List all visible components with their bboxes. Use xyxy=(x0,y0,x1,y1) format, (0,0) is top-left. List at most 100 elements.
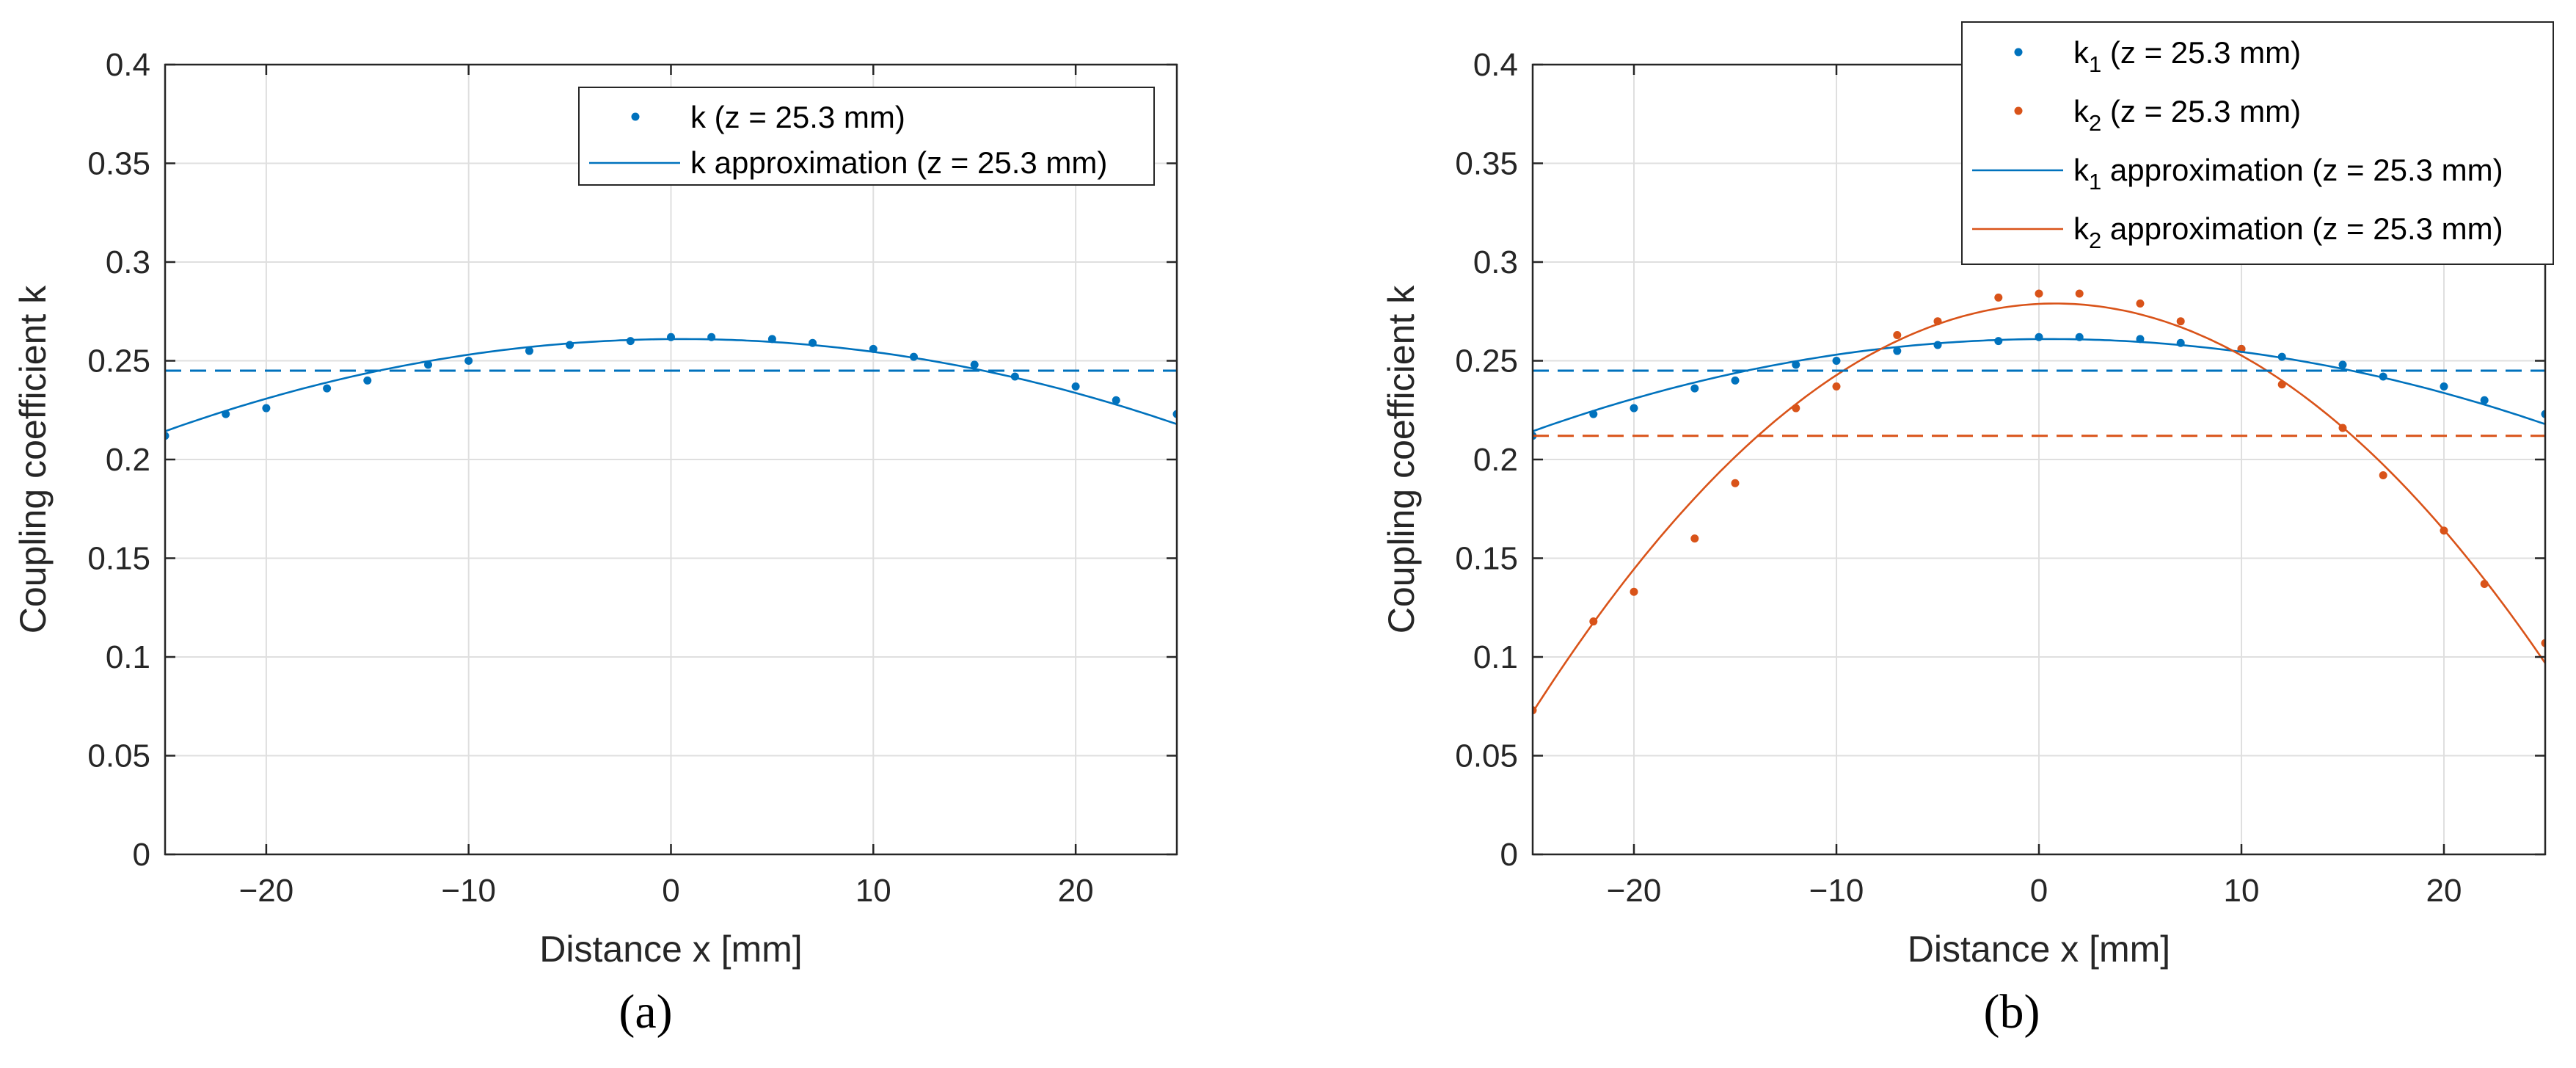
legend-marker xyxy=(2014,106,2023,115)
y-tick-label: 0.4 xyxy=(106,47,150,83)
data-point xyxy=(1994,337,2003,346)
x-tick-label: 20 xyxy=(2426,873,2462,909)
y-tick-label: 0.3 xyxy=(106,244,150,280)
x-tick-label: −10 xyxy=(441,873,496,909)
x-tick-label: 0 xyxy=(2030,873,2048,909)
data-point xyxy=(262,404,271,413)
data-point xyxy=(1690,384,1699,393)
data-point xyxy=(1731,376,1740,385)
data-point xyxy=(424,360,433,369)
data-point xyxy=(1630,404,1638,413)
legend-label-rest: (z = 25.3 mm) xyxy=(2101,35,2301,70)
x-tick-label: 10 xyxy=(2224,873,2260,909)
y-tick-label: 0.25 xyxy=(1455,344,1518,379)
x-tick-label: 10 xyxy=(855,873,891,909)
data-point xyxy=(1832,382,1841,390)
data-point xyxy=(1071,382,1080,390)
y-tick-label: 0.1 xyxy=(1473,639,1518,675)
legend-label: k (z = 25.3 mm) xyxy=(690,100,905,134)
legend-entry: k2 (z = 25.3 mm) xyxy=(2014,94,2301,136)
data-point xyxy=(626,337,635,346)
data-point xyxy=(970,360,979,369)
data-point xyxy=(2075,289,2084,298)
legend-marker xyxy=(2014,48,2023,57)
legend-label: k1 (z = 25.3 mm) xyxy=(2073,35,2301,77)
y-tick-label: 0.35 xyxy=(1455,146,1518,182)
legend-label: k2 (z = 25.3 mm) xyxy=(2073,94,2301,136)
x-axis-title: Distance x [mm] xyxy=(539,929,802,970)
y-tick-label: 0.2 xyxy=(1473,442,1518,478)
data-point xyxy=(1172,410,1177,418)
legend: k (z = 25.3 mm) k approximation (z = 25.3… xyxy=(578,87,1155,186)
x-tick-label: 20 xyxy=(1058,873,1094,909)
legend-label: k2 approximation (z = 25.3 mm) xyxy=(2073,211,2503,253)
y-tick-label: 0.15 xyxy=(87,541,150,577)
legend-box xyxy=(1961,21,2554,265)
data-point xyxy=(1792,360,1800,369)
legend-label-subscript: 1 xyxy=(2089,51,2101,77)
approximation-line xyxy=(165,338,1177,432)
y-tick-label: 0.3 xyxy=(1473,244,1518,280)
data-point xyxy=(1112,396,1120,404)
data-point xyxy=(2136,299,2145,308)
legend-label-main: k xyxy=(2073,153,2090,187)
legend-label-main: k xyxy=(2073,35,2090,70)
y-tick-label: 0.4 xyxy=(1473,47,1518,83)
data-point xyxy=(2541,639,2545,647)
data-layer xyxy=(1533,289,2545,715)
data-point xyxy=(464,357,473,365)
data-point xyxy=(1994,293,2003,302)
legend-entry: k (z = 25.3 mm) xyxy=(631,100,905,134)
y-tick-label: 0.25 xyxy=(87,344,150,379)
data-layer xyxy=(165,333,1177,440)
data-point xyxy=(2541,410,2545,418)
y-axis-title: Coupling coefficient k xyxy=(1381,285,1422,633)
y-tick-label: 0.15 xyxy=(1455,541,1518,577)
data-point xyxy=(165,432,169,440)
data-point xyxy=(566,341,574,349)
ticks: −20 −10 0 10 20 0 0.05 0.1 0.15 0.2 0.25 0.3 0.35 0.4 xyxy=(1455,47,2545,909)
data-point xyxy=(363,376,372,385)
panel-b: −20 −10 0 10 20 0 0.05 0.1 0.15 0.2 0.25 0.3 0.35 0.4… xyxy=(1381,21,2554,1039)
data-point xyxy=(1690,534,1699,543)
data-point xyxy=(2176,317,2185,326)
legend-box xyxy=(578,87,1155,186)
data-point xyxy=(1731,479,1740,487)
data-point xyxy=(2480,396,2489,404)
data-point xyxy=(1630,587,1638,596)
legend-label-main: k xyxy=(2073,94,2090,128)
legend-label: k1 approximation (z = 25.3 mm) xyxy=(2073,153,2503,195)
data-point xyxy=(323,384,332,393)
data-point xyxy=(1933,341,1942,349)
ticks: −20 −10 0 10 20 0 0.05 0.1 0.15 0.2 0.25 0.3 0.35 0.4 xyxy=(87,47,1177,909)
y-tick-label: 0 xyxy=(133,837,150,873)
data-point xyxy=(2440,382,2448,390)
legend-entry: k approximation (z = 25.3 mm) xyxy=(589,145,1107,180)
legend-entry: k2 approximation (z = 25.3 mm) xyxy=(1972,211,2503,253)
legend-marker xyxy=(631,112,640,121)
approximation-line xyxy=(1533,302,2545,713)
data-point xyxy=(2338,360,2347,369)
x-tick-label: −20 xyxy=(239,873,294,909)
legend-label: k approximation (z = 25.3 mm) xyxy=(690,145,1107,180)
x-tick-label: −20 xyxy=(1607,873,1662,909)
panel-caption: (b) xyxy=(1984,985,2040,1039)
panel-a: −20 −10 0 10 20 0 0.05 0.1 0.15 0.2 0.25 0.3 0.35 0.4… xyxy=(12,47,1178,1039)
y-axis-title: Coupling coefficient k xyxy=(12,285,54,633)
panel-caption: (a) xyxy=(619,985,672,1039)
legend-label-rest: approximation (z = 25.3 mm) xyxy=(2101,153,2503,187)
legend: k1 (z = 25.3 mm)k2 (z = 25.3 mm)k1 appro… xyxy=(1961,21,2554,265)
legend-label-subscript: 1 xyxy=(2089,169,2101,195)
data-point xyxy=(525,346,533,355)
legend-label-main: k xyxy=(2073,211,2090,246)
legend-label-subscript: 2 xyxy=(2089,228,2101,253)
data-point xyxy=(1893,331,1902,340)
data-point xyxy=(1832,357,1841,365)
legend-label-subscript: 2 xyxy=(2089,110,2101,136)
x-axis-title: Distance x [mm] xyxy=(1908,929,2170,970)
y-tick-label: 0 xyxy=(1500,837,1518,873)
y-tick-label: 0.1 xyxy=(106,639,150,675)
y-tick-label: 0.05 xyxy=(87,738,150,774)
legend-entry: k1 approximation (z = 25.3 mm) xyxy=(1972,153,2503,195)
